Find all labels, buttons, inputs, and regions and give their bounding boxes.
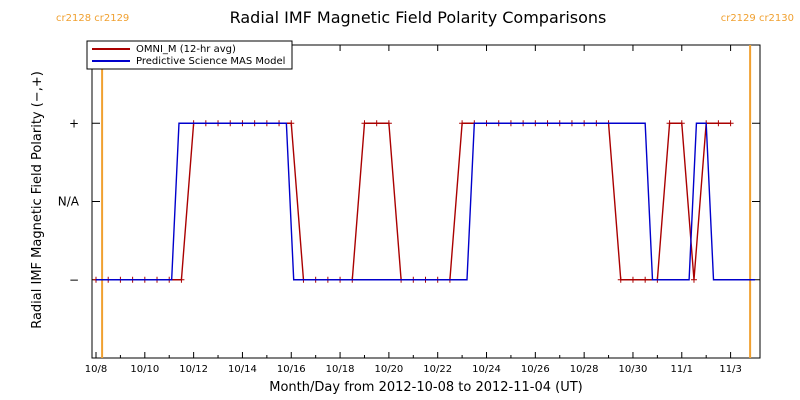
y-tick-label: N/A [58,195,80,209]
x-tick-label: 10/16 [277,364,306,375]
carrington-label: cr2128 cr2129 [56,13,129,24]
x-tick-label: 10/14 [228,364,257,375]
x-tick-label: 10/24 [472,364,501,375]
omni-data-point [361,120,368,127]
carrington-label: cr2129 cr2130 [721,13,794,24]
omni-data-point [678,120,685,127]
x-tick-label: 10/30 [619,364,648,375]
x-tick-label: 10/20 [374,364,403,375]
omni-data-point [459,120,466,127]
x-tick-label: 10/8 [85,364,107,375]
x-tick-label: 10/18 [326,364,355,375]
legend-box [86,40,293,70]
x-tick-label: 10/12 [179,364,208,375]
legend-label-omni: OMNI_M (12-hr avg) [136,44,236,55]
x-tick-label: 10/28 [570,364,599,375]
y-axis-label: Radial IMF Magnetic Field Polarity (−,+) [30,71,45,329]
plot-area [91,44,761,359]
omni-data-point [727,120,734,127]
x-tick-label: 10/10 [130,364,159,375]
x-tick-label: 11/1 [671,364,693,375]
omni-data-point [617,276,624,283]
y-tick-label: + [69,116,79,130]
omni-data-point [629,276,636,283]
omni-data-point [642,276,649,283]
omni-data-point [666,120,673,127]
omni-data-point [715,120,722,127]
x-tick-label: 10/22 [423,364,452,375]
omni-series-line [96,122,731,281]
legend: OMNI_M (12-hr avg) Predictive Science MA… [86,40,293,70]
x-tick-label: 10/26 [521,364,550,375]
omni-data-point [373,120,380,127]
x-tick-label: 11/3 [719,364,741,375]
x-axis-label: Month/Day from 2012-10-08 to 2012-11-04 … [269,380,582,395]
y-tick-label: − [69,273,79,287]
legend-label-mas: Predictive Science MAS Model [136,56,285,67]
omni-data-point [178,276,185,283]
omni-data-point [690,276,697,283]
omni-data-point [288,120,295,127]
mas-series-line [96,122,755,281]
omni-data-point [385,120,392,127]
chart-title: Radial IMF Magnetic Field Polarity Compa… [230,8,607,27]
